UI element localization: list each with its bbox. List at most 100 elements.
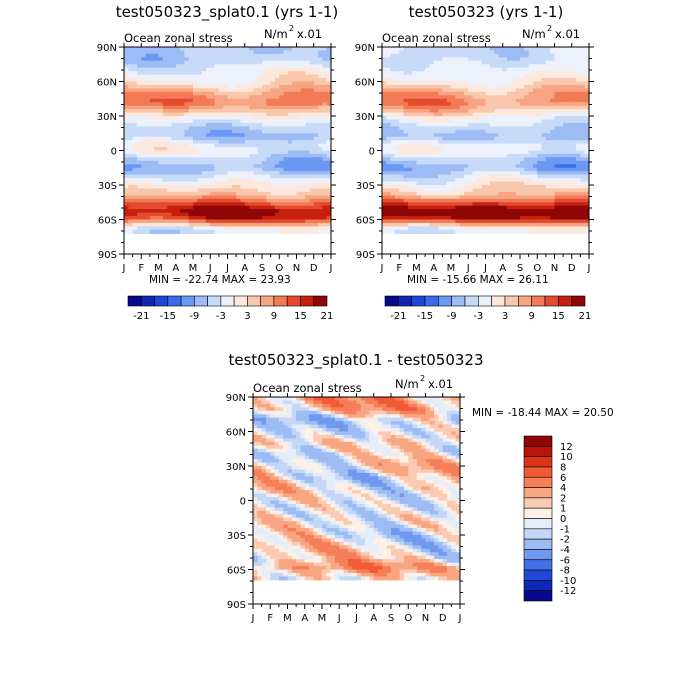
heatmap-cell (451, 50, 456, 55)
heatmap-cell (240, 160, 246, 165)
heatmap-cell (309, 191, 315, 196)
heatmap-cell (162, 102, 168, 107)
heatmap-cell (274, 95, 280, 100)
heatmap-cell (322, 226, 328, 231)
heatmap-cell (128, 174, 134, 179)
heatmap-cell (201, 164, 207, 169)
heatmap-cell (171, 71, 177, 76)
heatmap-cell (184, 157, 190, 162)
heatmap-cell (481, 150, 487, 155)
heatmap-cell (494, 202, 500, 207)
heatmap-cell (171, 60, 177, 65)
colorbar-swatch (194, 295, 208, 307)
heatmap-cell (296, 157, 302, 162)
heatmap-cell (550, 88, 556, 93)
heatmap-cell (149, 198, 155, 203)
heatmap-cell (149, 188, 155, 193)
heatmap-cell (429, 195, 435, 200)
heatmap-cell (223, 129, 229, 134)
heatmap-cell (507, 205, 512, 210)
heatmap-cell (128, 202, 134, 207)
heatmap-cell (571, 164, 577, 169)
heatmap-cell (257, 150, 263, 155)
heatmap-cell (270, 71, 276, 76)
heatmap-cell (576, 105, 581, 110)
heatmap-cell (326, 222, 331, 227)
heatmap-cell (227, 136, 233, 141)
heatmap-cell (507, 74, 512, 79)
heatmap-cell (532, 188, 538, 193)
heatmap-cell (541, 174, 547, 179)
heatmap-cell (136, 122, 142, 127)
heatmap-cell (322, 64, 328, 69)
heatmap-cell (227, 64, 233, 69)
heatmap-cell (502, 133, 508, 138)
heatmap-cell (249, 178, 254, 183)
heatmap-cell (223, 133, 229, 138)
heatmap-cell (425, 71, 431, 76)
heatmap-cell (485, 91, 491, 96)
heatmap-cell (528, 71, 534, 76)
heatmap-cell (442, 164, 448, 169)
heatmap-cell (270, 205, 276, 210)
heatmap-cell (214, 205, 220, 210)
heatmap-cell (240, 81, 246, 86)
heatmap-cell (184, 164, 190, 169)
heatmap-cell (309, 216, 315, 221)
heatmap-cell (184, 91, 190, 96)
heatmap-cell (132, 164, 138, 169)
heatmap-cell (524, 53, 530, 58)
heatmap-cell (188, 178, 194, 183)
heatmap-cell (425, 164, 431, 169)
heatmap-cell (407, 160, 413, 165)
heatmap-cell (485, 74, 491, 79)
heatmap-cell (279, 150, 285, 155)
heatmap-cell (563, 57, 569, 62)
heatmap-cell (262, 222, 267, 227)
heatmap-cell (476, 153, 482, 158)
heatmap-cell (580, 109, 586, 114)
heatmap-cell (136, 133, 142, 138)
heatmap-cell (296, 122, 302, 127)
heatmap-cell (515, 160, 521, 165)
heatmap-cell (171, 147, 177, 152)
heatmap-cell (223, 47, 229, 52)
heatmap-cell (567, 60, 573, 65)
heatmap-cell (528, 157, 534, 162)
heatmap-cell (124, 212, 129, 217)
heatmap-cell (580, 53, 586, 58)
heatmap-cell (223, 195, 229, 200)
heatmap-cell (382, 67, 387, 72)
heatmap-cell (149, 109, 155, 114)
heatmap-cell (210, 198, 216, 203)
heatmap-cell (463, 98, 469, 103)
heatmap-cell (554, 91, 560, 96)
heatmap-cell (171, 171, 177, 176)
heatmap-cell (438, 157, 443, 162)
heatmap-cell (227, 164, 233, 169)
heatmap-cell (515, 181, 521, 186)
heatmap-cell (193, 71, 198, 76)
heatmap-cell (227, 167, 233, 172)
heatmap-cell (399, 157, 405, 162)
heatmap-cell (124, 226, 129, 231)
heatmap-cell (567, 147, 573, 152)
heatmap-cell (472, 53, 478, 58)
heatmap-cell (511, 160, 517, 165)
heatmap-cell (175, 60, 181, 65)
heatmap-cell (300, 205, 306, 210)
heatmap-cell (128, 198, 134, 203)
heatmap-cell (283, 198, 289, 203)
heatmap-cell (240, 153, 246, 158)
heatmap-cell (162, 178, 168, 183)
heatmap-cell (416, 191, 422, 196)
heatmap-cell (382, 164, 387, 169)
heatmap-cell (145, 174, 151, 179)
heatmap-cell (244, 229, 250, 234)
heatmap-cell (532, 140, 538, 145)
heatmap-cell (481, 140, 487, 145)
heatmap-cell (167, 185, 173, 190)
heatmap-cell (128, 47, 134, 52)
heatmap-cell (322, 78, 328, 83)
heatmap-cell (128, 147, 134, 152)
